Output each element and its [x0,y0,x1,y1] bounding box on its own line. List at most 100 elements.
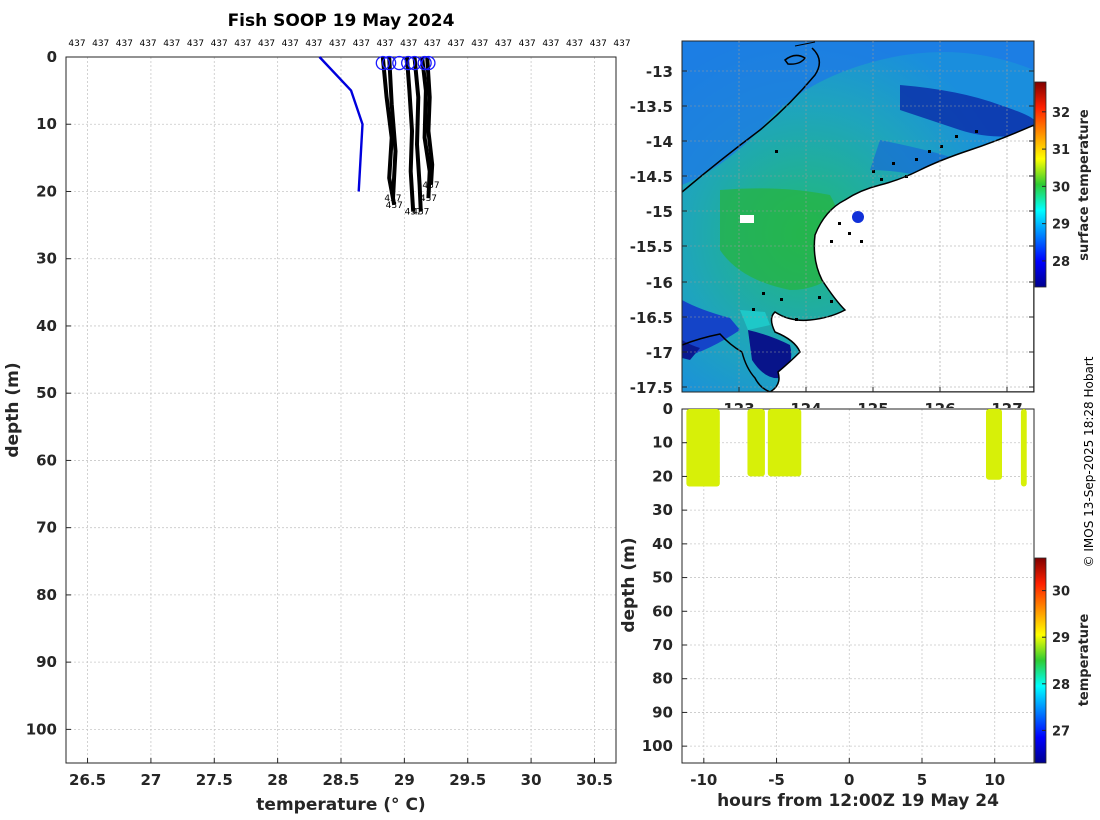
profile-end-label: 437 [422,181,439,191]
profile-line [387,56,398,199]
map-y-tick-label: -16 [646,274,673,292]
map-colorbar [1034,81,1047,288]
colorbar-tick-label: 29 [1052,631,1070,646]
y-tick-label: 80 [652,670,673,688]
surface-marker [382,55,397,71]
x-tick-label: 28.5 [322,771,359,789]
x-tick-label: 29 [394,771,415,789]
profile-grid [66,56,616,763]
profile-end-label: 437 [384,194,401,204]
x-tick-label: 29.5 [449,771,486,789]
map-colorbar-ticks: 28 29 30 31 32 [1042,106,1070,270]
y-tick-label: 90 [36,653,57,671]
x-tick-label: 27.5 [196,771,233,789]
y-tick-label: 100 [642,737,673,755]
x-tick-label: 5 [917,771,927,789]
top-profile-label: 437 [424,39,441,49]
profile-end-label: 437 [405,208,422,218]
profile-line [425,56,435,185]
x-tick-label: -10 [690,771,717,789]
map-panel: -13 -13.5 -14 -14.5 -15 -15.5 -16 -16.5 -17 -17.5… [630,40,1092,418]
y-tick-label: 40 [36,317,57,335]
y-tick-label: 60 [652,602,673,620]
y-tick-label: 10 [652,434,673,452]
map-y-tick-label: -15.5 [630,238,673,256]
y-tick-label: 20 [36,182,57,200]
map-x-tick-label: 127 [991,400,1022,418]
depth-time-chart: 0 10 20 30 40 50 60 70 80 90 100 -10 -5 0 5 10 hours f… [619,400,1092,811]
profile-line [412,56,423,212]
x-tick-label: 0 [844,771,854,789]
map-y-tick-label: -14.5 [630,168,673,186]
surface-marker [421,55,436,71]
profile-x-ticks: 26.5 27 27.5 28 28.5 29 29.5 30 30.5 [69,758,613,789]
colorbar-tick-label: 28 [1052,255,1070,270]
top-profile-label: 437 [471,39,488,49]
depth-time-grid [682,408,1034,763]
temperature-colorbar-ticks: 27 28 29 30 [1042,585,1070,739]
profile-end-label: 437 [420,194,437,204]
profile-line [404,56,416,212]
profile-y-label: depth (m) [3,362,23,457]
top-profile-label: 437 [234,39,251,49]
top-profile-label: 437 [92,39,109,49]
x-tick-label: 30 [521,771,542,789]
map-x-tick-label: 126 [924,400,955,418]
map-x-tick-label: 125 [857,400,888,418]
top-profile-label: 437 [613,39,630,49]
x-tick-label: 28 [267,771,288,789]
y-tick-label: 50 [652,569,673,587]
current-position-marker [852,211,864,223]
data-band [986,409,1002,480]
top-profile-label: 437 [305,39,322,49]
colorbar-tick-label: 27 [1052,724,1070,739]
surface-marker [375,55,390,71]
top-profile-label: 437 [258,39,275,49]
data-band [747,409,765,477]
latest-profile-line [318,56,364,192]
map-y-tick-label: -17 [646,344,673,362]
credit-text: © IMOS 13-Sep-2025 18:28 Hobart [1082,356,1096,567]
profile-x-label: temperature (° C) [256,795,425,815]
y-tick-label: 100 [26,720,57,738]
top-profile-label: 437 [68,39,85,49]
map-grid [682,41,1034,392]
colorbar-tick-label: 32 [1052,106,1070,121]
map-y-tick-label: -15 [646,203,673,221]
depth-time-x-label: hours from 12:00Z 19 May 24 [717,791,999,811]
depth-time-y-label: depth (m) [619,537,639,632]
top-profile-label: 437 [519,39,536,49]
map-x-tick-label: 124 [790,400,821,418]
x-tick-label: 10 [984,771,1005,789]
y-tick-label: 80 [36,586,57,604]
map-y-tick-label: -17.5 [630,379,673,397]
top-profile-label: 437 [590,39,607,49]
chart-title: Fish SOOP 19 May 2024 [228,11,455,31]
map-y-tick-label: -16.5 [630,309,673,327]
surface-marker [401,55,416,71]
profile-y-ticks: 0 10 20 30 40 50 60 70 80 90 100 [26,48,71,738]
top-profile-label: 437 [495,39,512,49]
top-profile-label: 437 [187,39,204,49]
top-profile-label: 437 [566,39,583,49]
data-band [686,409,720,487]
map-y-tick-label: -14 [646,133,673,151]
profile-series [318,56,435,212]
top-profile-label: 437 [163,39,180,49]
colorbar-tick-label: 29 [1052,218,1070,233]
map-y-ticks: -13 -13.5 -14 -14.5 -15 -15.5 -16 -16.5 -17 -17.5 [630,63,1034,397]
depth-time-bands [686,409,1027,487]
colorbar-tick-label: 30 [1052,585,1070,600]
depth-time-axes-box [681,408,1035,764]
data-band [767,409,802,477]
map-y-tick-label: -13.5 [630,98,673,116]
y-tick-label: 50 [36,384,57,402]
y-tick-label: 0 [663,400,673,418]
y-tick-label: 20 [652,467,673,485]
x-tick-label: 26.5 [69,771,106,789]
map-x-ticks: 123 124 125 126 127 [723,387,1023,418]
x-tick-label: -5 [768,771,785,789]
x-tick-label: 27 [140,771,161,789]
